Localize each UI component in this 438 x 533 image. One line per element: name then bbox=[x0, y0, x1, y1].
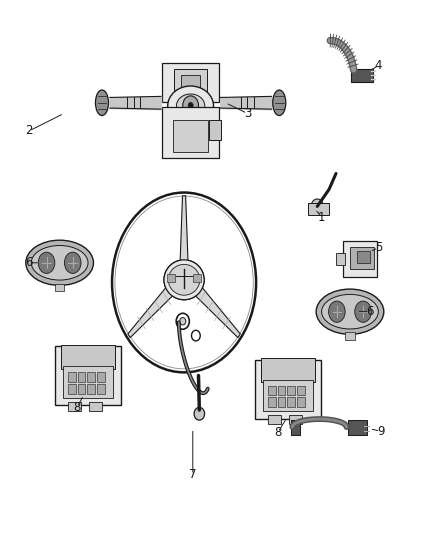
Ellipse shape bbox=[38, 252, 55, 273]
FancyBboxPatch shape bbox=[63, 367, 113, 398]
FancyBboxPatch shape bbox=[68, 384, 76, 393]
Text: 6: 6 bbox=[366, 305, 373, 318]
FancyBboxPatch shape bbox=[68, 402, 81, 410]
FancyBboxPatch shape bbox=[193, 274, 201, 282]
Polygon shape bbox=[180, 196, 188, 261]
Ellipse shape bbox=[321, 294, 378, 329]
FancyBboxPatch shape bbox=[97, 384, 105, 393]
Ellipse shape bbox=[26, 240, 93, 285]
FancyBboxPatch shape bbox=[350, 69, 373, 83]
Text: 3: 3 bbox=[244, 107, 251, 120]
Ellipse shape bbox=[164, 260, 204, 300]
FancyBboxPatch shape bbox=[162, 63, 219, 102]
Ellipse shape bbox=[316, 289, 384, 334]
FancyBboxPatch shape bbox=[263, 379, 313, 411]
FancyBboxPatch shape bbox=[278, 385, 286, 395]
FancyBboxPatch shape bbox=[307, 203, 329, 215]
Text: 7: 7 bbox=[189, 469, 197, 481]
Text: 2: 2 bbox=[25, 124, 33, 138]
Text: 8: 8 bbox=[74, 401, 81, 414]
Polygon shape bbox=[128, 287, 173, 337]
Text: 5: 5 bbox=[374, 241, 382, 254]
FancyBboxPatch shape bbox=[174, 69, 207, 92]
FancyBboxPatch shape bbox=[268, 397, 276, 407]
FancyBboxPatch shape bbox=[255, 360, 321, 418]
FancyBboxPatch shape bbox=[162, 107, 219, 158]
Ellipse shape bbox=[64, 252, 81, 273]
FancyBboxPatch shape bbox=[261, 359, 315, 382]
FancyBboxPatch shape bbox=[68, 372, 76, 382]
FancyBboxPatch shape bbox=[297, 385, 304, 395]
FancyBboxPatch shape bbox=[87, 384, 95, 393]
FancyBboxPatch shape bbox=[78, 372, 85, 382]
FancyBboxPatch shape bbox=[336, 253, 345, 265]
Circle shape bbox=[176, 313, 189, 329]
FancyBboxPatch shape bbox=[55, 346, 121, 405]
FancyBboxPatch shape bbox=[348, 420, 367, 435]
Circle shape bbox=[311, 199, 323, 214]
Circle shape bbox=[314, 203, 320, 209]
Text: 8: 8 bbox=[274, 426, 282, 439]
Text: 1: 1 bbox=[318, 211, 325, 223]
FancyBboxPatch shape bbox=[61, 345, 115, 368]
FancyBboxPatch shape bbox=[268, 385, 276, 395]
Circle shape bbox=[194, 407, 205, 420]
Circle shape bbox=[180, 318, 186, 325]
FancyBboxPatch shape bbox=[268, 415, 282, 424]
FancyBboxPatch shape bbox=[287, 385, 295, 395]
FancyBboxPatch shape bbox=[97, 372, 105, 382]
Ellipse shape bbox=[328, 301, 345, 322]
Ellipse shape bbox=[168, 264, 200, 295]
Text: 4: 4 bbox=[374, 59, 382, 72]
FancyBboxPatch shape bbox=[289, 415, 302, 424]
Ellipse shape bbox=[31, 246, 88, 280]
FancyBboxPatch shape bbox=[357, 251, 370, 263]
FancyBboxPatch shape bbox=[278, 397, 286, 407]
FancyBboxPatch shape bbox=[350, 247, 374, 269]
FancyBboxPatch shape bbox=[345, 333, 355, 340]
Circle shape bbox=[188, 102, 193, 109]
Text: 9: 9 bbox=[377, 425, 384, 438]
FancyBboxPatch shape bbox=[181, 75, 200, 87]
Text: 6: 6 bbox=[25, 256, 33, 269]
FancyBboxPatch shape bbox=[297, 397, 304, 407]
FancyBboxPatch shape bbox=[78, 384, 85, 393]
FancyBboxPatch shape bbox=[290, 420, 300, 435]
Ellipse shape bbox=[273, 90, 286, 116]
FancyBboxPatch shape bbox=[343, 241, 377, 277]
FancyBboxPatch shape bbox=[167, 274, 175, 282]
FancyBboxPatch shape bbox=[87, 372, 95, 382]
FancyBboxPatch shape bbox=[55, 284, 64, 291]
Ellipse shape bbox=[112, 192, 256, 373]
Ellipse shape bbox=[355, 301, 371, 322]
FancyBboxPatch shape bbox=[173, 120, 208, 152]
FancyBboxPatch shape bbox=[287, 397, 295, 407]
FancyBboxPatch shape bbox=[209, 120, 221, 140]
Ellipse shape bbox=[168, 86, 214, 126]
Circle shape bbox=[183, 96, 198, 115]
Ellipse shape bbox=[95, 90, 109, 116]
Circle shape bbox=[191, 330, 200, 341]
Polygon shape bbox=[195, 287, 240, 337]
Ellipse shape bbox=[164, 260, 204, 300]
Ellipse shape bbox=[177, 94, 205, 118]
FancyBboxPatch shape bbox=[89, 402, 102, 410]
